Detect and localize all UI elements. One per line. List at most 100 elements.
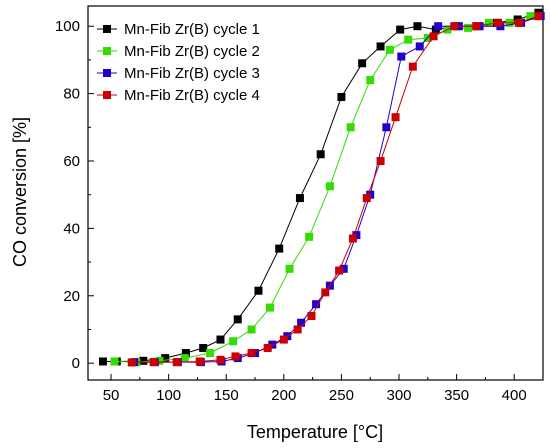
y-tick-label: 100 (55, 18, 80, 35)
data-point (216, 355, 225, 364)
data-point (514, 18, 523, 27)
data-point (339, 264, 348, 273)
series-1 (98, 8, 543, 366)
data-point (285, 264, 294, 273)
legend-label: Mn-Fib Zr(B) cycle 3 (124, 65, 260, 82)
x-tick-label: 300 (386, 387, 411, 404)
data-point (155, 356, 164, 365)
data-point (180, 354, 189, 363)
legend-entry-3: Mn-Fib Zr(B) cycle 3 (97, 65, 260, 82)
data-point (335, 266, 344, 275)
axis-ticks: 50 100 150 200 250 300 350 400 0 20 40 60 80 100 (55, 18, 527, 404)
data-point (199, 343, 208, 352)
data-point (464, 23, 473, 32)
legend-label: Mn-Fib Zr(B) cycle 1 (124, 21, 260, 38)
data-point (295, 194, 304, 203)
legend: Mn-Fib Zr(B) cycle 1 Mn-Fib Zr(B) cycle 2… (97, 21, 260, 104)
data-point (472, 22, 481, 31)
data-point (376, 42, 385, 51)
y-tick-label: 20 (63, 288, 80, 305)
data-point (195, 357, 204, 366)
data-point (216, 335, 225, 344)
data-point (231, 352, 240, 361)
data-point (382, 123, 391, 132)
y-tick-label: 40 (63, 220, 80, 237)
data-point (181, 349, 190, 358)
data-point (346, 123, 355, 132)
data-point (396, 25, 405, 34)
series-layer (98, 8, 545, 367)
data-point (434, 22, 443, 31)
data-point (408, 62, 417, 71)
data-point (254, 286, 263, 295)
y-axis-title: CO conversion [%] (10, 117, 30, 267)
legend-marker (103, 25, 111, 33)
legend-label: Mn-Fib Zr(B) cycle 4 (124, 87, 260, 104)
data-point (307, 311, 316, 320)
data-point (429, 32, 438, 41)
data-point (337, 92, 346, 101)
legend-entry-2: Mn-Fib Zr(B) cycle 2 (97, 43, 260, 60)
data-point (247, 349, 256, 358)
data-point (325, 182, 334, 191)
data-point (415, 42, 424, 51)
x-tick-label: 100 (156, 387, 181, 404)
data-point (484, 18, 493, 27)
data-point (275, 244, 284, 253)
data-point (266, 303, 274, 312)
plot-frame (87, 5, 544, 381)
y-tick-label: 60 (63, 153, 80, 170)
data-point (376, 156, 385, 165)
x-tick-label: 400 (502, 387, 527, 404)
data-point (297, 318, 306, 327)
legend-entry-4: Mn-Fib Zr(B) cycle 4 (97, 87, 260, 104)
data-point (127, 358, 136, 367)
data-point (312, 300, 321, 309)
legend-label: Mn-Fib Zr(B) cycle 2 (124, 43, 260, 60)
data-point (293, 325, 302, 334)
data-point (366, 76, 375, 85)
data-point (263, 343, 272, 352)
data-point (413, 22, 422, 31)
data-point (391, 113, 400, 122)
data-point (268, 340, 277, 349)
data-point (139, 356, 148, 365)
x-tick-label: 150 (214, 387, 239, 404)
legend-marker (103, 69, 111, 77)
data-point (161, 354, 170, 363)
data-point (247, 325, 256, 334)
data-point (526, 12, 535, 21)
data-point (450, 22, 459, 31)
data-point (229, 337, 238, 346)
data-point (321, 288, 330, 297)
data-point (305, 232, 314, 241)
data-point (348, 234, 357, 243)
data-point (233, 315, 242, 324)
data-point (358, 59, 367, 68)
data-point (534, 12, 543, 21)
data-point (206, 349, 215, 358)
data-point (404, 35, 413, 44)
data-point (149, 358, 158, 367)
data-point (110, 357, 119, 366)
data-point (397, 52, 406, 61)
legend-marker (103, 47, 111, 55)
data-point (494, 18, 503, 27)
data-point (279, 335, 288, 344)
series-4 (127, 12, 543, 367)
x-axis-title: Temperature [°C] (247, 422, 383, 442)
x-tick-label: 50 (103, 387, 120, 404)
legend-entry-1: Mn-Fib Zr(B) cycle 1 (97, 21, 260, 38)
data-point (362, 194, 371, 203)
x-tick-label: 200 (271, 387, 296, 404)
data-point (172, 358, 181, 367)
data-point (385, 45, 394, 54)
data-point (98, 357, 107, 366)
x-tick-label: 250 (329, 387, 354, 404)
x-tick-label: 350 (444, 387, 469, 404)
data-point (316, 150, 325, 159)
legend-marker (103, 91, 111, 99)
y-tick-label: 0 (72, 355, 80, 372)
y-tick-label: 80 (63, 86, 80, 103)
